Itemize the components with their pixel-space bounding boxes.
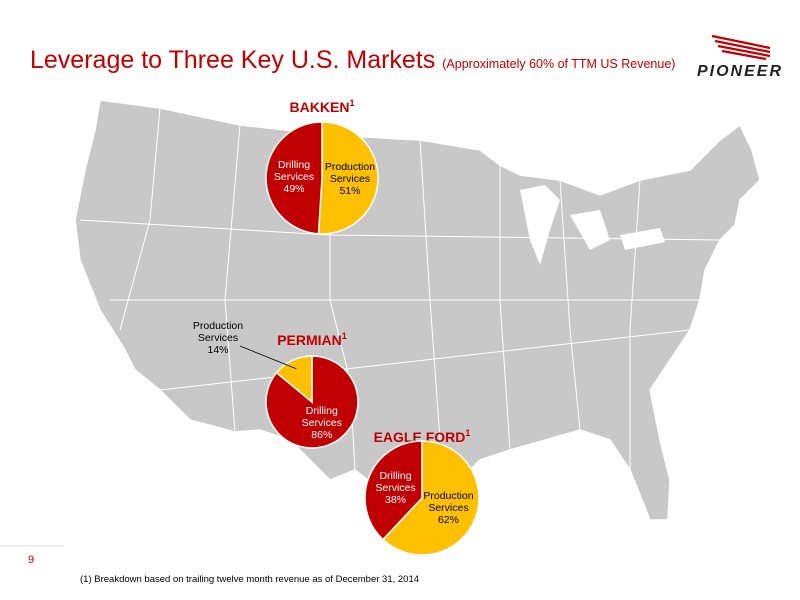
pie-title: BAKKEN1 xyxy=(290,98,355,115)
us-map xyxy=(74,99,761,546)
page-number: 9 xyxy=(28,554,34,566)
pie-slice xyxy=(364,440,423,541)
leader-line xyxy=(239,345,297,370)
pie-slice xyxy=(317,121,379,235)
pie-title-ref: 1 xyxy=(349,98,354,108)
logo-text: PIONEER xyxy=(697,63,783,80)
pie-title: EAGLE FORD1 xyxy=(374,428,471,445)
pie-title-text: EAGLE FORD xyxy=(374,429,466,445)
footnote: (1) Breakdown based on trailing twelve m… xyxy=(80,574,419,585)
title-main: Leverage to Three Key U.S. Markets xyxy=(30,46,435,74)
logo: PIONEER xyxy=(697,34,783,80)
pie-title-text: BAKKEN xyxy=(290,99,350,115)
pie-title-ref: 1 xyxy=(465,428,470,438)
pie-title: PERMIAN1 xyxy=(277,331,347,348)
pie-slice xyxy=(381,440,480,556)
pie-slice xyxy=(265,121,323,235)
great-lakes xyxy=(520,185,665,265)
slide-title: Leverage to Three Key U.S. Markets (Appr… xyxy=(30,46,675,74)
title-sub: (Approximately 60% of TTM US Revenue) xyxy=(442,57,675,71)
pie-title-text: PERMIAN xyxy=(277,332,342,348)
pie-title-ref: 1 xyxy=(342,331,347,341)
pie-slice xyxy=(275,355,313,404)
